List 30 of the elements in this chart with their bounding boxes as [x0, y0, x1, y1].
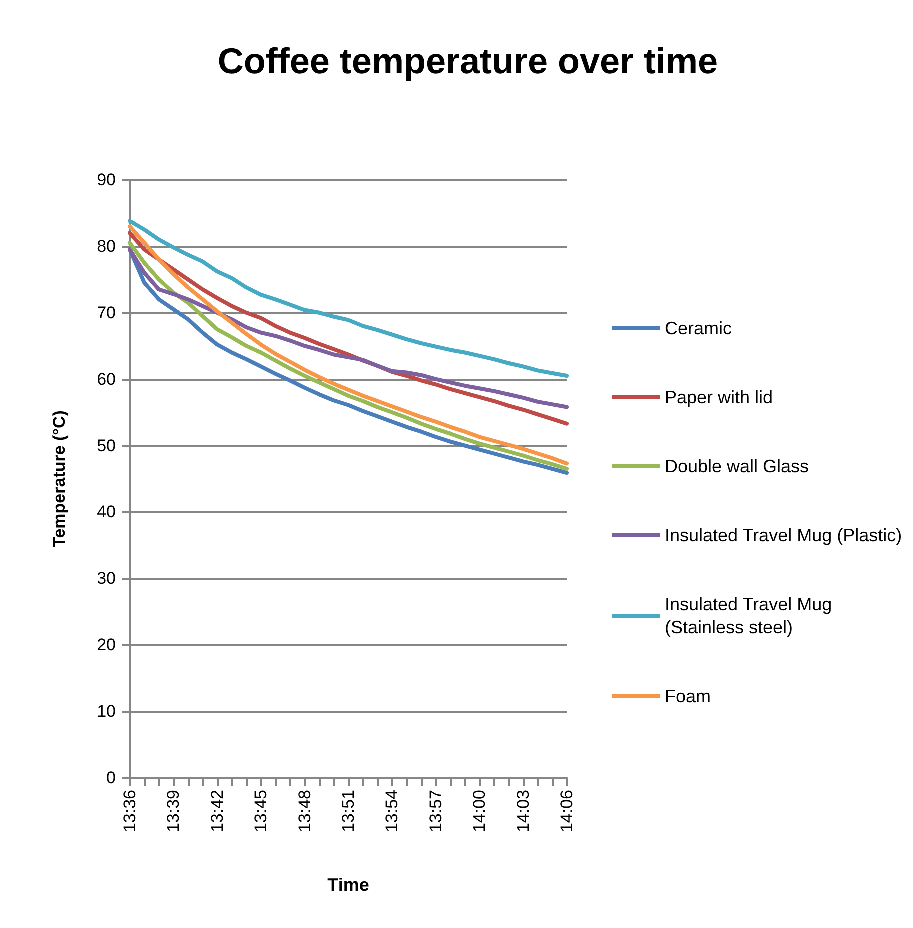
x-tick-label: 13:39: [164, 790, 184, 833]
y-axis-title: Temperature (°C): [50, 410, 69, 548]
y-tick-label: 90: [97, 170, 116, 190]
y-tick-label: 80: [97, 236, 116, 256]
y-tick-label: 40: [97, 502, 116, 522]
legend-label: Paper with lid: [665, 388, 774, 408]
x-tick-label: 13:51: [339, 790, 358, 833]
x-tick-label: 13:36: [120, 790, 140, 833]
x-tick-label: 13:42: [208, 790, 227, 833]
y-tick-label: 10: [97, 702, 116, 722]
x-tick-label: 14:03: [514, 790, 533, 833]
y-tick-label: 30: [97, 569, 116, 588]
x-tick-label: 14:00: [470, 790, 490, 833]
x-tick-label: 13:45: [252, 790, 271, 833]
chart-title: Coffee temperature over time: [218, 40, 718, 82]
y-tick-label: 60: [97, 370, 116, 389]
y-tick-label: 50: [97, 436, 116, 456]
x-tick-label: 13:54: [382, 790, 402, 833]
x-tick-label: 13:48: [295, 790, 314, 833]
x-tick-label: 14:06: [558, 790, 576, 833]
legend-label: Insulated Travel Mug (Plastic): [665, 526, 902, 546]
y-tick-label: 0: [106, 768, 116, 788]
y-tick-label: 20: [97, 636, 116, 655]
legend-label: Insulated Travel Mug (Stainless steel): [665, 594, 838, 638]
y-tick-label: 70: [97, 303, 116, 322]
legend-label: Ceramic: [665, 318, 732, 338]
legend-label: Double wall Glass: [665, 456, 810, 476]
x-axis-title: Time: [328, 875, 370, 895]
x-tick-label: 13:57: [426, 790, 446, 833]
legend-label: Foam: [665, 686, 712, 706]
